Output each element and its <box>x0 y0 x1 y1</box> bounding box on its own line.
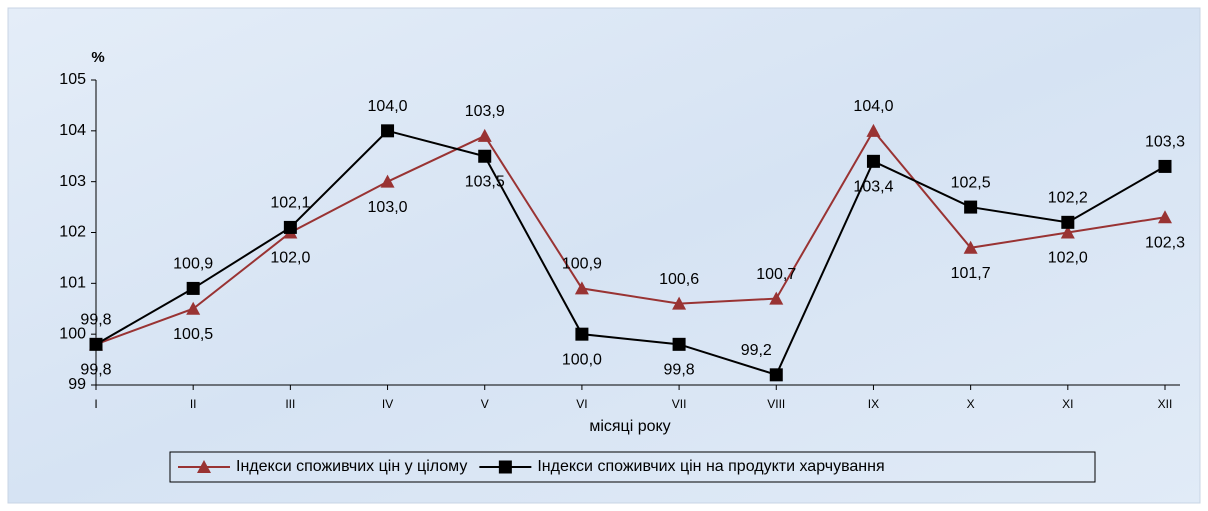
data-label: 104,0 <box>368 98 408 115</box>
y-tick-label: 104 <box>59 122 86 139</box>
square-marker <box>1061 215 1075 229</box>
data-label: 99,8 <box>80 312 111 329</box>
x-tick-label: II <box>190 397 197 411</box>
data-label: 99,8 <box>664 362 695 379</box>
x-tick-label: XI <box>1062 397 1073 411</box>
data-label: 100,9 <box>562 256 602 273</box>
series-line <box>95 129 1166 377</box>
data-label: 101,7 <box>951 265 991 282</box>
data-label: 103,4 <box>853 179 893 196</box>
x-tick-label: IV <box>382 397 393 411</box>
data-label: 102,2 <box>1048 190 1088 207</box>
triangle-marker <box>477 128 492 142</box>
data-label: 103,5 <box>465 173 505 190</box>
series-line <box>95 129 1166 346</box>
y-tick-label: 100 <box>59 325 86 342</box>
y-tick-label: 101 <box>59 275 86 292</box>
chart-bg <box>7 7 1201 504</box>
square-marker <box>866 154 880 168</box>
x-tick-label: I <box>94 397 97 411</box>
y-axis-label: % <box>91 49 104 66</box>
data-label: 102,3 <box>1145 234 1185 251</box>
triangle-marker <box>380 174 395 188</box>
data-label: 104,0 <box>853 98 893 115</box>
data-label: 99,8 <box>80 362 111 379</box>
data-label: 100,5 <box>173 326 213 343</box>
square-marker <box>575 327 589 341</box>
triangle-marker <box>1158 210 1172 224</box>
y-tick-label: 103 <box>59 173 86 190</box>
data-label: 99,2 <box>741 342 772 359</box>
x-tick-label: VII <box>672 397 687 411</box>
data-label: 103,0 <box>368 199 408 216</box>
triangle-marker <box>769 291 784 305</box>
x-tick-label: IX <box>868 397 879 411</box>
triangle-marker <box>574 281 589 295</box>
data-label: 102,1 <box>270 195 310 212</box>
triangle-marker <box>197 460 211 473</box>
square-marker <box>1158 159 1172 173</box>
y-tick-label: 99 <box>68 376 86 393</box>
square-marker <box>478 149 492 163</box>
y-tick-label: 102 <box>59 224 86 241</box>
legend-label: Індекси споживчих цін у цілому <box>236 458 467 475</box>
square-marker <box>186 281 200 295</box>
data-label: 103,3 <box>1145 134 1185 151</box>
x-tick-label: XII <box>1158 397 1173 411</box>
y-tick-label: 105 <box>59 71 86 88</box>
data-label: 100,6 <box>659 271 699 288</box>
square-marker <box>89 337 103 351</box>
data-label: 102,0 <box>1048 250 1088 267</box>
x-tick-label: III <box>285 397 295 411</box>
x-tick-label: VIII <box>767 397 785 411</box>
data-label: 100,7 <box>756 266 796 283</box>
x-axis-label: місяці року <box>589 418 670 435</box>
x-tick-label: V <box>481 397 489 411</box>
legend-label: Індекси споживчих цін на продукти харчув… <box>537 458 884 475</box>
square-marker <box>672 337 686 351</box>
x-tick-label: VI <box>576 397 587 411</box>
square-marker <box>769 368 783 382</box>
legend-box <box>169 451 1096 483</box>
triangle-marker <box>1060 225 1075 239</box>
square-marker <box>283 220 297 234</box>
x-tick-label: X <box>967 397 975 411</box>
triangle-marker <box>186 301 201 315</box>
square-marker <box>381 124 395 138</box>
data-label: 103,9 <box>465 103 505 120</box>
triangle-marker <box>963 240 978 254</box>
data-label: 100,0 <box>562 351 602 368</box>
square-marker <box>498 460 512 474</box>
square-marker <box>964 200 978 214</box>
data-label: 102,0 <box>270 250 310 267</box>
triangle-marker <box>866 123 881 137</box>
data-label: 100,9 <box>173 256 213 273</box>
data-label: 102,5 <box>951 174 991 191</box>
triangle-marker <box>672 296 687 310</box>
